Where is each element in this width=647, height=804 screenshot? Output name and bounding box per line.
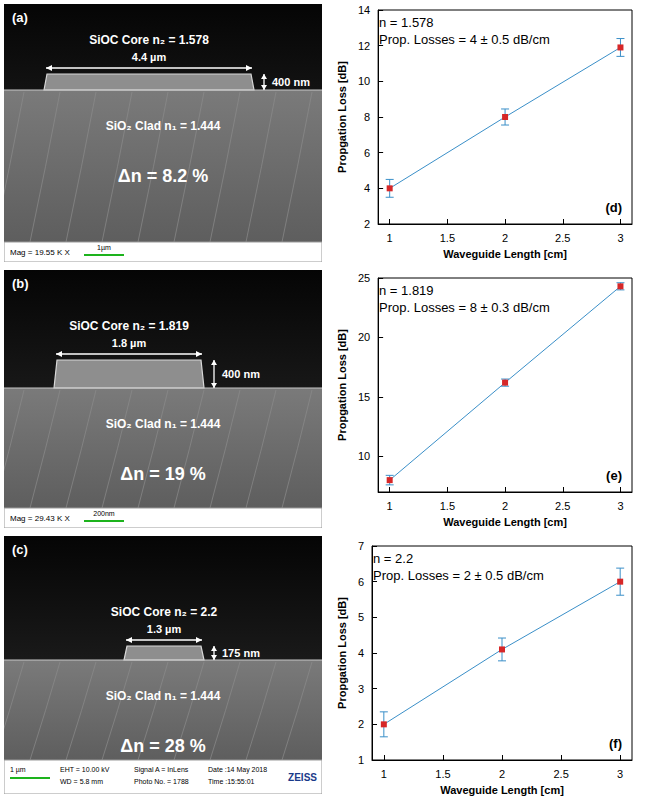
svg-text:1: 1 xyxy=(358,754,364,766)
svg-text:3: 3 xyxy=(617,232,623,244)
svg-text:3: 3 xyxy=(358,683,364,695)
svg-text:4: 4 xyxy=(364,182,370,194)
svg-text:2: 2 xyxy=(499,768,505,780)
svg-text:400 nm: 400 nm xyxy=(272,76,310,88)
svg-text:ZEISS: ZEISS xyxy=(288,772,317,783)
svg-text:4: 4 xyxy=(358,647,364,659)
svg-text:EHT = 10.00 kV: EHT = 10.00 kV xyxy=(60,766,110,773)
svg-text:Waveguide Length [cm]: Waveguide Length [cm] xyxy=(443,516,567,528)
svg-text:1.5: 1.5 xyxy=(440,232,455,244)
svg-text:5: 5 xyxy=(358,611,364,623)
svg-text:14: 14 xyxy=(358,4,370,16)
svg-text:6: 6 xyxy=(358,576,364,588)
svg-text:7: 7 xyxy=(358,540,364,552)
svg-text:n = 1.578: n = 1.578 xyxy=(379,15,434,30)
svg-text:Prop. Losses = 2 ± 0.5 dB/cm: Prop. Losses = 2 ± 0.5 dB/cm xyxy=(373,568,544,583)
svg-text:Propgation Loss [dB]: Propgation Loss [dB] xyxy=(336,329,348,441)
svg-text:SiO₂ Clad n₁ = 1.444: SiO₂ Clad n₁ = 1.444 xyxy=(106,689,221,703)
svg-text:Photo No. = 1788: Photo No. = 1788 xyxy=(134,778,189,785)
svg-text:Time :15:55:01: Time :15:55:01 xyxy=(208,778,255,785)
svg-text:1.5: 1.5 xyxy=(435,768,450,780)
svg-text:10: 10 xyxy=(358,450,370,462)
svg-text:2.5: 2.5 xyxy=(555,232,570,244)
svg-text:2: 2 xyxy=(502,232,508,244)
svg-text:15: 15 xyxy=(358,391,370,403)
svg-text:Date :14 May 2018: Date :14 May 2018 xyxy=(208,766,267,774)
svg-text:20: 20 xyxy=(358,331,370,343)
svg-text:(f): (f) xyxy=(609,736,622,751)
svg-text:1: 1 xyxy=(387,500,393,512)
svg-text:n = 1.819: n = 1.819 xyxy=(379,283,434,298)
svg-text:Propgation Loss [dB]: Propgation Loss [dB] xyxy=(336,61,348,173)
svg-text:(a): (a) xyxy=(12,10,28,25)
svg-text:2: 2 xyxy=(364,218,370,230)
svg-text:2: 2 xyxy=(358,718,364,730)
svg-text:10: 10 xyxy=(358,75,370,87)
svg-text:Prop. Losses = 8 ± 0.3 dB/cm: Prop. Losses = 8 ± 0.3 dB/cm xyxy=(379,300,550,315)
svg-text:1µm: 1µm xyxy=(97,244,111,252)
svg-text:6: 6 xyxy=(364,147,370,159)
svg-text:1.5: 1.5 xyxy=(440,500,455,512)
svg-text:WD = 5.8 mm: WD = 5.8 mm xyxy=(60,778,103,785)
svg-text:Δn = 8.2 %: Δn = 8.2 % xyxy=(118,166,208,186)
svg-text:SiOC Core n₂ = 2.2: SiOC Core n₂ = 2.2 xyxy=(111,605,218,619)
svg-text:Signal A = InLens: Signal A = InLens xyxy=(134,766,189,774)
svg-text:1.8 µm: 1.8 µm xyxy=(112,337,147,349)
svg-text:Δn = 19 %: Δn = 19 % xyxy=(120,464,205,484)
svg-text:(e): (e) xyxy=(606,468,622,483)
svg-text:1: 1 xyxy=(387,232,393,244)
svg-text:Waveguide Length [cm]: Waveguide Length [cm] xyxy=(440,784,564,796)
svg-text:400 nm: 400 nm xyxy=(222,368,260,380)
svg-text:SiO₂ Clad n₁ = 1.444: SiO₂ Clad n₁ = 1.444 xyxy=(106,119,221,133)
svg-text:Mag = 29.43 K X: Mag = 29.43 K X xyxy=(10,514,70,523)
svg-text:Prop. Losses = 4 ± 0.5 dB/cm: Prop. Losses = 4 ± 0.5 dB/cm xyxy=(379,32,550,47)
svg-text:n = 2.2: n = 2.2 xyxy=(373,551,413,566)
svg-text:3: 3 xyxy=(617,500,623,512)
svg-text:(b): (b) xyxy=(12,276,29,291)
svg-text:3: 3 xyxy=(617,768,623,780)
svg-text:8: 8 xyxy=(364,111,370,123)
svg-text:2: 2 xyxy=(502,500,508,512)
svg-text:Δn = 28 %: Δn = 28 % xyxy=(120,736,205,756)
svg-text:Propgation Loss [dB]: Propgation Loss [dB] xyxy=(336,597,348,709)
svg-text:2.5: 2.5 xyxy=(553,768,568,780)
svg-text:SiOC Core n₂ = 1.819: SiOC Core n₂ = 1.819 xyxy=(69,319,189,333)
svg-text:4.4 µm: 4.4 µm xyxy=(132,51,167,63)
svg-text:25: 25 xyxy=(358,272,370,284)
svg-text:1.3 µm: 1.3 µm xyxy=(147,623,182,635)
svg-text:1 µm: 1 µm xyxy=(10,766,26,774)
svg-text:1: 1 xyxy=(381,768,387,780)
svg-text:200nm: 200nm xyxy=(93,510,115,517)
svg-text:SiOC Core n₂ = 1.578: SiOC Core n₂ = 1.578 xyxy=(89,33,209,47)
svg-text:Mag = 19.55 K X: Mag = 19.55 K X xyxy=(10,248,70,257)
svg-text:SiO₂ Clad n₁ = 1.444: SiO₂ Clad n₁ = 1.444 xyxy=(106,417,221,431)
svg-text:175 nm: 175 nm xyxy=(222,647,260,659)
svg-text:(c): (c) xyxy=(12,542,28,557)
svg-text:Waveguide Length [cm]: Waveguide Length [cm] xyxy=(443,248,567,260)
svg-text:12: 12 xyxy=(358,40,370,52)
svg-text:(d): (d) xyxy=(605,200,622,215)
svg-text:2.5: 2.5 xyxy=(555,500,570,512)
